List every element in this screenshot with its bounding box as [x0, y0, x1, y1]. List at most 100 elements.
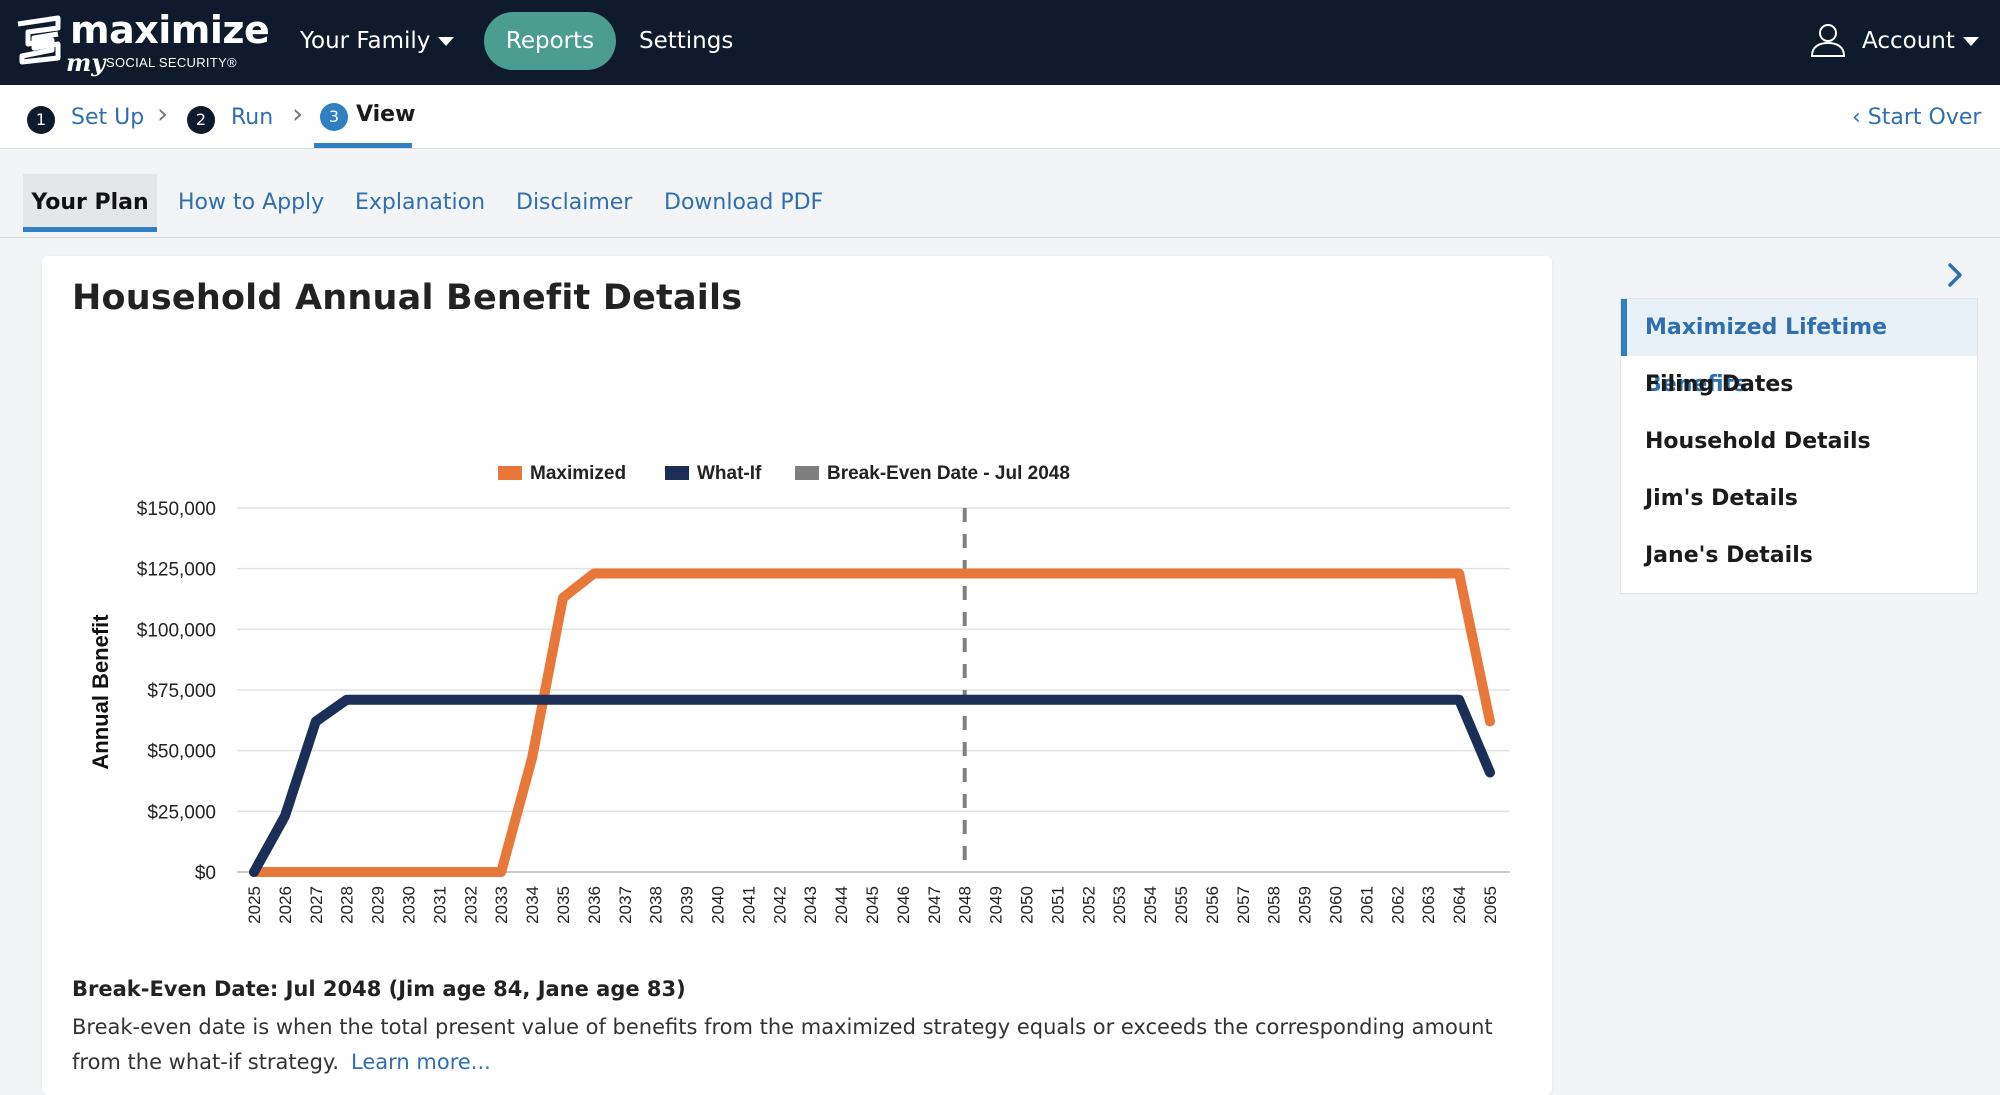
benefit-details-card: Household Annual Benefit Details Maximiz… [42, 256, 1552, 1095]
report-tabs: Your Plan How to Apply Explanation Discl… [0, 150, 2000, 238]
side-item-household-details[interactable]: Household Details [1645, 429, 1871, 454]
x-tick-label: 2052 [1079, 886, 1098, 924]
nav-your-family-label: Your Family [300, 28, 431, 54]
x-tick-label: 2054 [1141, 886, 1160, 924]
x-tick-label: 2045 [863, 886, 882, 924]
x-tick-label: 2042 [770, 886, 789, 924]
x-tick-label: 2062 [1388, 886, 1407, 924]
side-item-filing-dates[interactable]: Filing Dates [1645, 372, 1794, 397]
x-tick-label: 2040 [709, 886, 728, 924]
logo-subtitle: SOCIAL SECURITY® [106, 55, 237, 70]
y-tick-label: $150,000 [137, 499, 216, 520]
y-tick-label: $75,000 [147, 681, 216, 702]
start-over-link[interactable]: ‹ Start Over [1852, 103, 1981, 133]
step-set-up[interactable]: Set Up [71, 105, 145, 130]
y-tick-label: $100,000 [137, 620, 216, 641]
step-number: 1 [27, 106, 55, 134]
logo[interactable]: maximize my SOCIAL SECURITY® [12, 8, 270, 77]
card-title: Household Annual Benefit Details [72, 278, 743, 318]
tab-disclaimer[interactable]: Disclaimer [516, 190, 633, 215]
legend-label-break-even: Break-Even Date - Jul 2048 [827, 463, 1070, 484]
x-tick-label: 2041 [739, 886, 758, 924]
x-tick-label: 2051 [1048, 886, 1067, 924]
top-navbar: maximize my SOCIAL SECURITY® Your Family… [0, 0, 2000, 85]
stepper: 1 Set Up › 2 Run › 3 View ‹ Start Over [0, 85, 2000, 149]
x-tick-label: 2035 [554, 886, 573, 924]
x-tick-label: 2031 [430, 886, 449, 924]
x-tick-label: 2047 [925, 886, 944, 924]
x-tick-label: 2065 [1481, 886, 1500, 924]
tab-download-pdf[interactable]: Download PDF [664, 190, 824, 215]
y-axis-label: Annual Benefit [88, 614, 113, 770]
step-number: 3 [320, 103, 348, 131]
series-line-maximized [249, 568, 1495, 877]
x-tick-label: 2033 [492, 886, 511, 924]
y-tick-label: $125,000 [137, 560, 216, 581]
benefit-line-chart: Maximized What-If Break-Even Date - Jul … [88, 463, 1510, 924]
chevron-down-icon [438, 37, 455, 46]
user-icon[interactable] [1808, 20, 1848, 60]
x-tick-label: 2030 [400, 886, 419, 924]
y-tick-label: $0 [195, 863, 216, 884]
nav-settings[interactable]: Settings [639, 28, 734, 54]
x-tick-label: 2061 [1357, 886, 1376, 924]
x-tick-label: 2057 [1234, 886, 1253, 924]
chevron-left-icon: ‹ [1852, 105, 1868, 130]
x-axis-ticks: 2025 2026 2027 2028 2029 2030 2031 2032 2033 2034… [245, 886, 1500, 924]
logo-my: my [66, 48, 106, 77]
x-tick-label: 2038 [647, 886, 666, 924]
x-tick-label: 2029 [369, 886, 388, 924]
start-over-label: Start Over [1867, 105, 1982, 130]
step-view[interactable]: View [356, 102, 416, 127]
learn-more-link[interactable]: Learn more... [351, 1050, 491, 1074]
series-line-what-if [249, 694, 1495, 877]
tab-your-plan[interactable]: Your Plan [23, 174, 157, 232]
break-even-description: Break-even date is when the total presen… [72, 1010, 1512, 1080]
x-tick-label: 2027 [307, 886, 326, 924]
x-tick-label: 2059 [1296, 886, 1315, 924]
x-tick-label: 2058 [1265, 886, 1284, 924]
nav-reports[interactable]: Reports [484, 12, 616, 70]
side-item-maximized-lifetime-benefits[interactable]: Maximized Lifetime Benefits [1621, 299, 1977, 397]
nav-account-label: Account [1862, 28, 1955, 54]
x-tick-label: 2050 [1018, 886, 1037, 924]
legend-swatch-what-if [665, 466, 689, 480]
y-axis-ticks: $0 $25,000 $50,000 $75,000 $100,000 $125,000 $… [137, 499, 216, 884]
logo-wordmark: maximize [70, 8, 270, 52]
tab-how-to-apply[interactable]: How to Apply [178, 190, 325, 215]
side-item-jims-details[interactable]: Jim's Details [1645, 486, 1798, 511]
x-tick-label: 2032 [461, 886, 480, 924]
report-section-nav: Maximized Lifetime Benefits Filing Dates… [1620, 298, 1978, 594]
x-tick-label: 2064 [1450, 886, 1469, 924]
tab-explanation[interactable]: Explanation [355, 190, 486, 215]
step-run[interactable]: Run [231, 105, 274, 130]
chart-gridlines [237, 507, 1510, 873]
x-tick-label: 2056 [1203, 886, 1222, 924]
nav-account[interactable]: Account [1862, 23, 1979, 59]
side-item-janes-details[interactable]: Jane's Details [1645, 543, 1813, 568]
x-tick-label: 2046 [894, 886, 913, 924]
x-tick-label: 2034 [523, 886, 542, 924]
chart-legend: Maximized What-If Break-Even Date - Jul … [498, 463, 1070, 484]
legend-label-what-if: What-If [697, 463, 762, 484]
legend-swatch-maximized [498, 466, 522, 480]
x-tick-label: 2028 [338, 886, 357, 924]
chart-series [249, 508, 1495, 877]
x-tick-label: 2036 [585, 886, 604, 924]
chevron-right-icon: › [157, 97, 169, 130]
x-tick-label: 2025 [245, 886, 264, 924]
x-tick-label: 2026 [276, 886, 295, 924]
y-tick-label: $50,000 [147, 742, 216, 763]
step-number: 2 [187, 106, 215, 134]
chevron-right-icon: › [292, 97, 304, 130]
x-tick-label: 2049 [987, 886, 1006, 924]
logo-shield-icon [17, 15, 61, 65]
x-tick-label: 2048 [956, 886, 975, 924]
chevron-down-icon [1962, 37, 1979, 46]
x-tick-label: 2044 [832, 886, 851, 924]
x-tick-label: 2063 [1419, 886, 1438, 924]
break-even-text: Break-even date is when the total presen… [72, 1015, 1493, 1074]
nav-your-family[interactable]: Your Family [300, 23, 455, 59]
x-tick-label: 2037 [616, 886, 635, 924]
chevron-right-icon[interactable] [1945, 262, 1965, 288]
